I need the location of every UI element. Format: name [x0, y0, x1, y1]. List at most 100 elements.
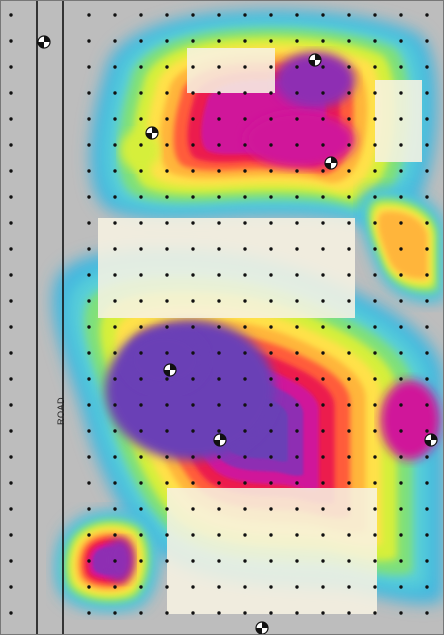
grid-dot — [191, 65, 195, 69]
grid-dot — [321, 481, 325, 485]
grid-dot — [425, 221, 429, 225]
grid-dot — [425, 351, 429, 355]
grid-dot — [113, 39, 117, 43]
grid-dot — [191, 91, 195, 95]
grid-dot — [399, 65, 403, 69]
grid-dot — [373, 65, 377, 69]
grid-dot — [165, 351, 169, 355]
grid-dot — [373, 481, 377, 485]
grid-dot — [399, 429, 403, 433]
grid-dot — [321, 247, 325, 251]
grid-dot — [243, 429, 247, 433]
grid-dot — [87, 403, 91, 407]
grid-dot — [295, 39, 299, 43]
grid-dot — [295, 429, 299, 433]
heat-ring — [377, 211, 428, 279]
grid-dot — [373, 91, 377, 95]
grid-dot — [139, 273, 143, 277]
grid-dot — [295, 351, 299, 355]
grid-dot — [269, 13, 273, 17]
grid-dot — [399, 169, 403, 173]
grid-dot — [425, 377, 429, 381]
grid-dot — [139, 377, 143, 381]
grid-dot — [425, 325, 429, 329]
grid-dot — [321, 65, 325, 69]
grid-dot — [425, 13, 429, 17]
grid-dot — [321, 39, 325, 43]
grid-dot — [347, 247, 351, 251]
grid-dot — [139, 247, 143, 251]
grid-dot — [321, 585, 325, 589]
grid-dot — [373, 325, 377, 329]
grid-dot — [425, 169, 429, 173]
grid-dot — [217, 325, 221, 329]
grid-dot — [321, 299, 325, 303]
grid-dot — [113, 611, 117, 615]
grid-dot — [347, 611, 351, 615]
grid-dot — [269, 195, 273, 199]
grid-dot — [399, 13, 403, 17]
grid-dot — [269, 377, 273, 381]
grid-dot — [165, 247, 169, 251]
grid-dot — [87, 273, 91, 277]
grid-dot — [217, 117, 221, 121]
grid-dot — [295, 91, 299, 95]
grid-dot — [321, 403, 325, 407]
grid-dot — [399, 377, 403, 381]
grid-dot — [347, 143, 351, 147]
grid-dot — [425, 65, 429, 69]
grid-dot — [9, 13, 13, 17]
grid-dot — [9, 91, 13, 95]
grid-dot — [347, 481, 351, 485]
grid-dot — [347, 351, 351, 355]
grid-dot — [373, 403, 377, 407]
grid-dot — [165, 403, 169, 407]
washed-out-block — [167, 488, 377, 614]
grid-dot — [347, 13, 351, 17]
road-label: ROAD — [56, 397, 66, 425]
grid-dot — [269, 325, 273, 329]
grid-dot — [243, 221, 247, 225]
grid-dot — [425, 143, 429, 147]
grid-dot — [243, 585, 247, 589]
grid-dot — [295, 455, 299, 459]
grid-dot — [9, 325, 13, 329]
grid-dot — [9, 117, 13, 121]
grid-dot — [139, 585, 143, 589]
grid-dot — [9, 455, 13, 459]
grid-dot — [191, 221, 195, 225]
grid-dot — [217, 559, 221, 563]
grid-dot — [87, 299, 91, 303]
well-marker-icon — [308, 53, 322, 67]
grid-dot — [139, 299, 143, 303]
grid-dot — [347, 91, 351, 95]
grid-dot — [373, 429, 377, 433]
grid-dot — [87, 533, 91, 537]
grid-dot — [165, 117, 169, 121]
grid-dot — [139, 611, 143, 615]
grid-dot — [373, 117, 377, 121]
grid-dot — [191, 247, 195, 251]
grid-dot — [399, 325, 403, 329]
grid-dot — [399, 481, 403, 485]
grid-dot — [165, 273, 169, 277]
grid-dot — [399, 273, 403, 277]
grid-dot — [425, 611, 429, 615]
grid-dot — [425, 533, 429, 537]
grid-dot — [295, 533, 299, 537]
grid-dot — [425, 455, 429, 459]
grid-dot — [87, 377, 91, 381]
grid-dot — [269, 247, 273, 251]
grid-dot — [399, 559, 403, 563]
grid-dot — [139, 143, 143, 147]
grid-dot — [373, 559, 377, 563]
grid-dot — [425, 39, 429, 43]
grid-dot — [243, 247, 247, 251]
grid-dot — [113, 117, 117, 121]
grid-dot — [373, 169, 377, 173]
grid-dot — [243, 143, 247, 147]
heat-peak — [275, 52, 355, 108]
grid-dot — [87, 13, 91, 17]
grid-dot — [217, 403, 221, 407]
